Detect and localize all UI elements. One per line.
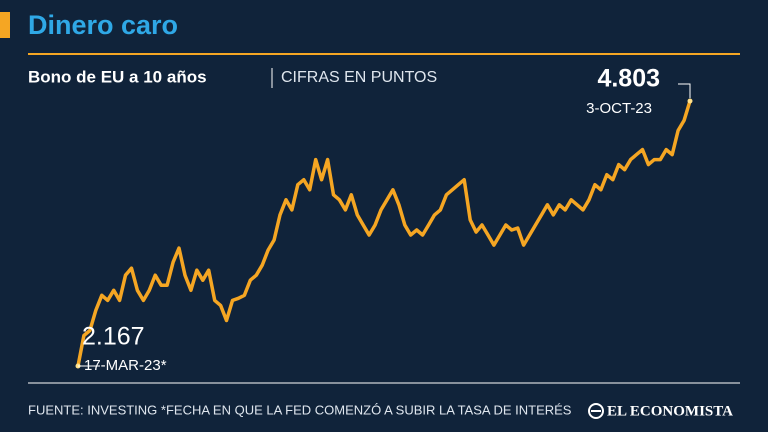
- end-leader: [678, 83, 691, 98]
- end-date-label: 3-OCT-23: [586, 100, 652, 117]
- units-note: CIFRAS EN PUNTOS: [281, 69, 437, 86]
- chart-subtitle: Bono de EU a 10 años: [28, 67, 207, 86]
- source-note: FUENTE: INVESTING *FECHA EN QUE LA FED C…: [28, 402, 572, 417]
- end-point: [687, 98, 693, 104]
- start-date-label: 17-MAR-23*: [84, 357, 167, 374]
- brand: EL ECONOMISTA: [607, 403, 733, 419]
- brand-icon: [588, 403, 604, 419]
- end-value-label: 4.803: [597, 65, 660, 93]
- title-accent: [0, 12, 10, 38]
- start-value-label: 2.167: [82, 323, 145, 351]
- data-line: [76, 100, 692, 367]
- chart-title: Dinero caro: [28, 10, 178, 40]
